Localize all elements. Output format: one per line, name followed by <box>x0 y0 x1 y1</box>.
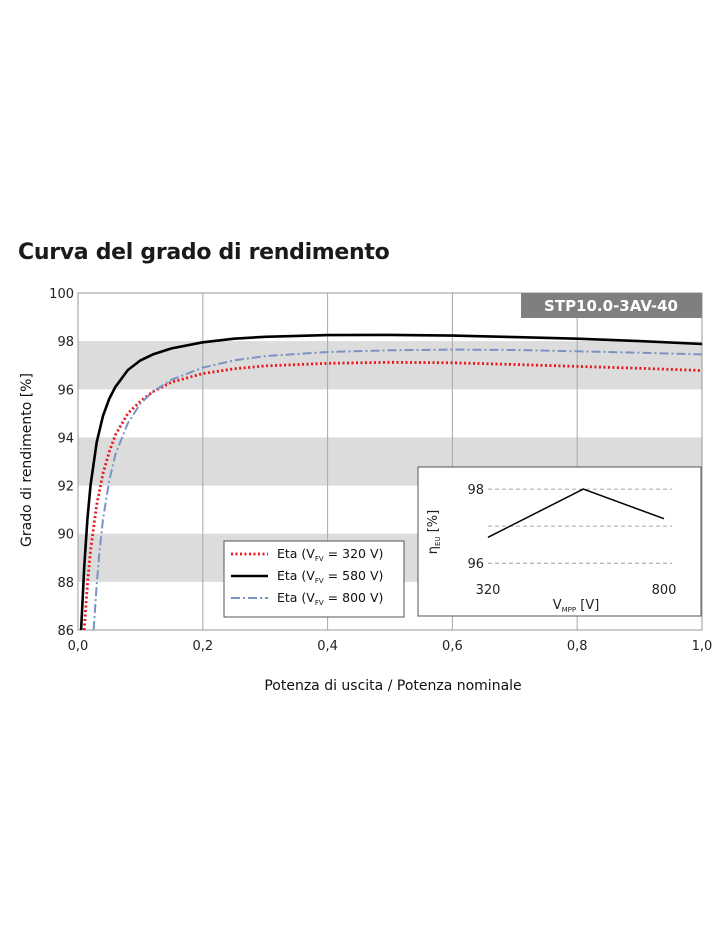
inset-series-line <box>487 488 665 538</box>
inset-box <box>417 466 702 617</box>
y-axis-label: Grado di rendimento [%] <box>19 373 35 547</box>
y-tick-labels: 86 88 90 92 94 96 98 100 <box>49 287 74 639</box>
series-line-3 <box>92 348 702 630</box>
inset-y-tick-label: 96 <box>467 557 484 572</box>
shaded-band <box>78 341 702 390</box>
y-tick-label: 88 <box>57 576 74 591</box>
inset-x-axis-label: VMPP [V] <box>553 598 600 614</box>
legend: Eta (VFV = 320 V) Eta (VFV = 580 V) Eta (V… <box>223 540 405 618</box>
x-tick-label: 0,0 <box>68 639 89 654</box>
x-tick-label: 1,0 <box>692 639 713 654</box>
plot-frame <box>77 292 703 631</box>
x-tick-labels: 0,0 0,2 0,4 0,6 0,8 1,0 <box>68 639 713 654</box>
series-line-2 <box>79 333 702 630</box>
y-tick-label: 90 <box>57 528 74 543</box>
legend-item-label: Eta (VFV = 320 V) <box>277 546 383 563</box>
legend-item-label: Eta (VFV = 580 V) <box>277 568 383 585</box>
series-lines <box>79 333 702 630</box>
x-tick-label: 0,8 <box>567 639 588 654</box>
inset-x-tick-label: 800 <box>652 583 677 598</box>
y-tick-label: 94 <box>57 431 74 446</box>
model-badge-bg <box>521 293 702 318</box>
x-axis-label: Potenza di uscita / Potenza nominale <box>264 678 521 694</box>
x-tick-label: 0,2 <box>192 639 213 654</box>
y-tick-label: 98 <box>57 335 74 350</box>
model-badge: STP10.0-3AV-40 <box>544 297 678 315</box>
legend-item-label: Eta (VFV = 800 V) <box>277 590 383 607</box>
x-tick-label: 0,6 <box>442 639 463 654</box>
y-tick-label: 100 <box>49 287 74 302</box>
y-tick-label: 92 <box>57 480 74 495</box>
series-line-1 <box>82 360 702 630</box>
chart-title: Curva del grado di rendimento <box>18 240 390 265</box>
inset-y-tick-label: 98 <box>467 483 484 498</box>
y-tick-label: 96 <box>57 383 74 398</box>
inset-y-axis-label: ηEU [%] <box>426 510 442 554</box>
x-tick-label: 0,4 <box>317 639 338 654</box>
inset-x-tick-label: 320 <box>476 583 501 598</box>
y-tick-label: 86 <box>57 624 74 639</box>
inset-chart: 96 98 320 800 VMPP [V] ηEU [%] <box>417 466 702 617</box>
